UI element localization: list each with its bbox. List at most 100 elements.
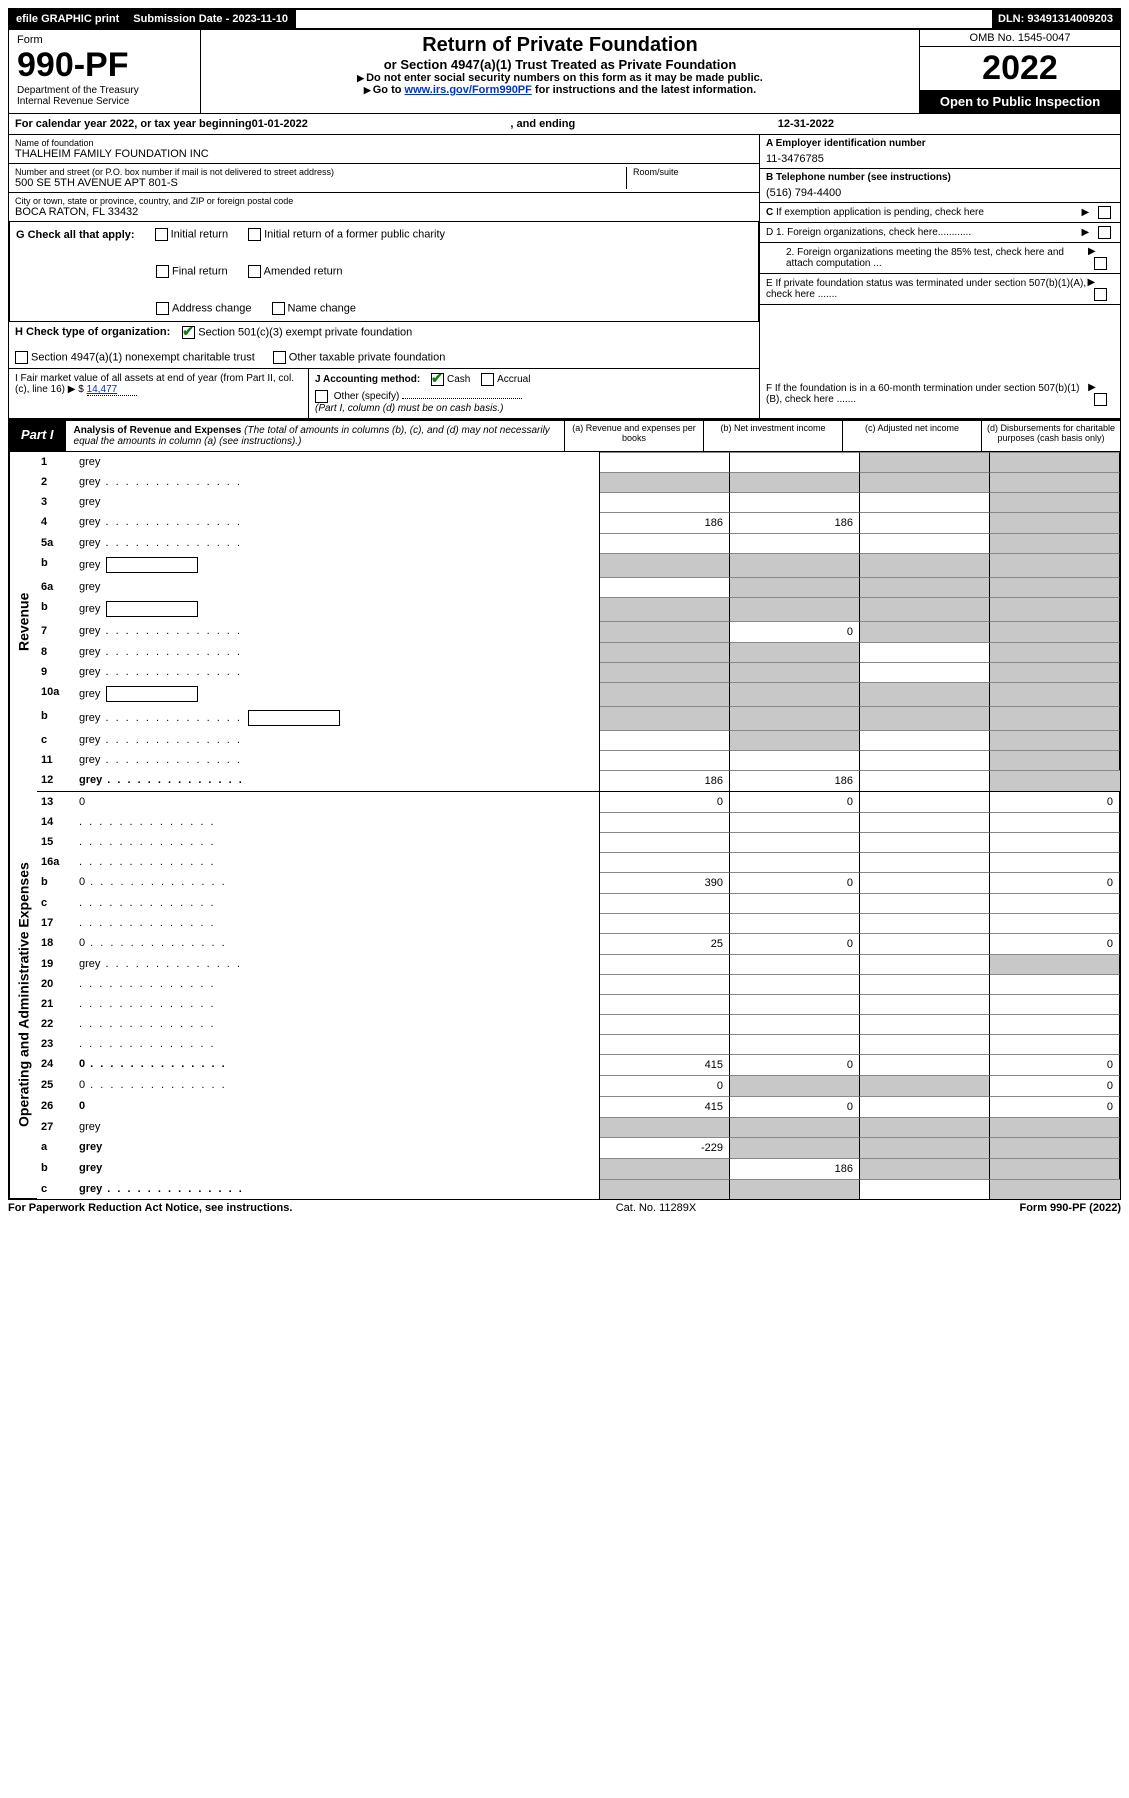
cell-c	[860, 597, 990, 621]
c-exemption-pending: C C If exemption application is pending,…	[760, 203, 1120, 223]
line-num: b	[37, 706, 75, 730]
ijf-row: I Fair market value of all assets at end…	[8, 369, 1121, 419]
cell-d	[990, 770, 1120, 791]
instructions-link-row: Go to www.irs.gov/Form990PF for instruct…	[209, 84, 911, 96]
chk-amended-return[interactable]: Amended return	[248, 265, 343, 278]
cell-a	[600, 954, 730, 974]
instructions-link[interactable]: www.irs.gov/Form990PF	[405, 84, 532, 96]
chk-other-method[interactable]	[315, 390, 328, 403]
cell-c	[860, 512, 990, 533]
col-c-head: (c) Adjusted net income	[843, 421, 982, 451]
line-desc: grey	[75, 750, 600, 770]
cell-b: 0	[730, 1054, 860, 1075]
telephone-cell: B Telephone number (see instructions) (5…	[760, 169, 1120, 203]
cell-c	[860, 1054, 990, 1075]
chk-address-change[interactable]: Address change	[156, 302, 252, 315]
cell-a	[600, 730, 730, 750]
chk-final-return[interactable]: Final return	[156, 265, 228, 278]
line-desc: grey	[75, 512, 600, 533]
form-label: Form	[17, 34, 192, 46]
line-num: 24	[37, 1054, 75, 1075]
year-box: OMB No. 1545-0047 2022 Open to Public In…	[919, 30, 1120, 113]
line-num: 18	[37, 933, 75, 954]
cell-c	[860, 750, 990, 770]
cell-a	[600, 750, 730, 770]
page-footer: For Paperwork Reduction Act Notice, see …	[8, 1200, 1121, 1214]
line-num: 14	[37, 812, 75, 832]
cell-a	[600, 682, 730, 706]
cell-b	[730, 533, 860, 553]
chk-cash[interactable]: Cash	[431, 374, 470, 385]
cell-a	[600, 812, 730, 832]
fmv-link[interactable]: 14,477	[87, 384, 137, 396]
cell-a	[600, 974, 730, 994]
line-num: 15	[37, 832, 75, 852]
paperwork-notice: For Paperwork Reduction Act Notice, see …	[8, 1202, 292, 1214]
cell-c	[860, 872, 990, 893]
info-right-col: A Employer identification number 11-3476…	[760, 135, 1120, 369]
chk-d2[interactable]	[1094, 257, 1107, 270]
cell-d	[990, 893, 1120, 913]
cell-d	[990, 452, 1120, 472]
cell-d	[990, 1014, 1120, 1034]
line-desc: grey	[75, 662, 600, 682]
dln: DLN: 93491314009203	[992, 10, 1119, 28]
cell-b	[730, 682, 860, 706]
line-num: b	[37, 553, 75, 577]
chk-name-change[interactable]: Name change	[272, 302, 357, 315]
cell-a: 25	[600, 933, 730, 954]
line-desc: 0	[75, 1075, 600, 1096]
chk-f[interactable]	[1094, 393, 1107, 406]
chk-initial-return[interactable]: Initial return	[155, 228, 228, 241]
cell-d	[990, 852, 1120, 872]
line-desc	[75, 974, 600, 994]
cell-b: 186	[730, 770, 860, 791]
ein-cell: A Employer identification number 11-3476…	[760, 135, 1120, 169]
cell-b	[730, 730, 860, 750]
j-accounting: J Accounting method: Cash Accrual Other …	[309, 369, 760, 418]
cell-c	[860, 533, 990, 553]
cell-b	[730, 662, 860, 682]
cell-c	[860, 852, 990, 872]
cell-d	[990, 1158, 1120, 1179]
chk-501c3[interactable]: Section 501(c)(3) exempt private foundat…	[182, 326, 412, 339]
cell-c	[860, 974, 990, 994]
cell-d	[990, 750, 1120, 770]
cell-d	[990, 994, 1120, 1014]
i-fmv: I Fair market value of all assets at end…	[9, 369, 309, 418]
line-desc: grey	[75, 770, 600, 791]
cell-b	[730, 472, 860, 492]
cell-c	[860, 812, 990, 832]
chk-initial-former[interactable]: Initial return of a former public charit…	[248, 228, 445, 241]
cell-b	[730, 452, 860, 472]
part1-table: Revenue 1grey2grey3grey4grey1861865agrey…	[8, 452, 1121, 1200]
chk-other-taxable[interactable]: Other taxable private foundation	[273, 351, 446, 364]
cell-a: -229	[600, 1137, 730, 1158]
chk-e[interactable]	[1094, 288, 1107, 301]
line-desc: grey	[75, 682, 600, 706]
chk-d1[interactable]	[1098, 226, 1111, 239]
cell-d	[990, 492, 1120, 512]
g-check-row: G Check all that apply: Initial return I…	[9, 222, 759, 322]
cell-c	[860, 1179, 990, 1199]
line-desc: grey	[75, 492, 600, 512]
room-label: Room/suite	[633, 167, 753, 177]
cell-c	[860, 1014, 990, 1034]
cell-a	[600, 472, 730, 492]
foundation-name-cell: Name of foundation THALHEIM FAMILY FOUND…	[9, 135, 759, 164]
cell-a: 0	[600, 1075, 730, 1096]
open-public-badge: Open to Public Inspection	[920, 90, 1120, 113]
cell-c	[860, 472, 990, 492]
line-num: c	[37, 893, 75, 913]
chk-c[interactable]	[1098, 206, 1111, 219]
cell-d	[990, 706, 1120, 730]
cell-a	[600, 492, 730, 512]
cell-d	[990, 1117, 1120, 1137]
chk-accrual[interactable]: Accrual	[481, 374, 530, 385]
cell-d	[990, 642, 1120, 662]
cell-a	[600, 1034, 730, 1054]
cell-c	[860, 954, 990, 974]
line-num: 9	[37, 662, 75, 682]
chk-4947a1[interactable]: Section 4947(a)(1) nonexempt charitable …	[15, 351, 255, 364]
cell-b	[730, 832, 860, 852]
